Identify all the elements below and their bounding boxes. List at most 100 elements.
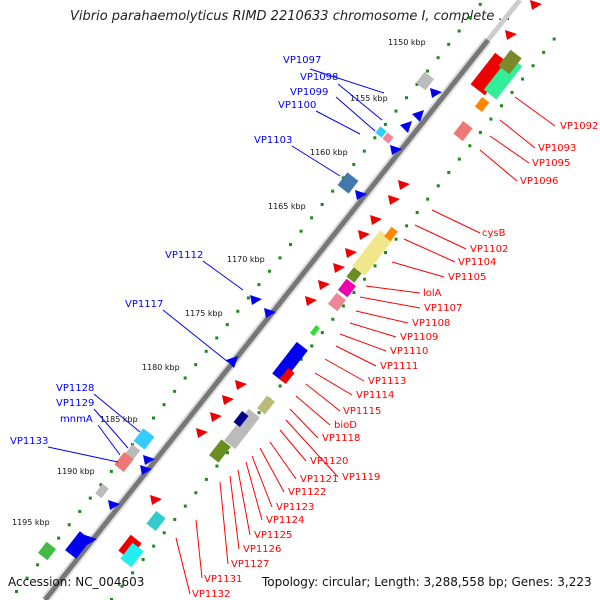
- gene-block-teal[interactable]: [146, 511, 166, 531]
- gene-block-olive[interactable]: [209, 439, 231, 463]
- tick-dot: [67, 523, 71, 527]
- gene-label[interactable]: VP1096: [520, 176, 558, 187]
- gene-block-magenta[interactable]: [337, 278, 357, 298]
- gene-label[interactable]: lolA: [423, 288, 442, 299]
- gene-arrow-red[interactable]: [398, 180, 410, 190]
- gene-label[interactable]: VP1122: [288, 487, 326, 498]
- gene-block-olive[interactable]: [346, 267, 362, 283]
- gene-label[interactable]: VP1108: [412, 318, 450, 329]
- gene-label[interactable]: mnmA: [60, 414, 93, 425]
- gene-labels[interactable]: VP1097 VP1098 VP1099 VP1100 VP1103 VP1112 VP11…: [10, 55, 598, 600]
- gene-arrow-blue[interactable]: [140, 465, 152, 475]
- gene-block-red[interactable]: [279, 368, 295, 384]
- gene-block-pink[interactable]: [382, 132, 394, 144]
- gene-arrow-red[interactable]: [345, 248, 357, 258]
- gene-label[interactable]: VP1129: [56, 398, 94, 409]
- gene-arrow-blue[interactable]: [85, 535, 97, 545]
- gene-block-red[interactable]: [470, 52, 510, 96]
- gene-label[interactable]: VP1126: [243, 544, 281, 555]
- gene-label[interactable]: VP1105: [448, 272, 486, 283]
- gene-arrow-red[interactable]: [305, 296, 317, 306]
- gene-label[interactable]: VP1131: [204, 574, 242, 585]
- gene-label[interactable]: VP1125: [254, 530, 292, 541]
- gene-label[interactable]: VP1095: [532, 158, 570, 169]
- gene-block-steel[interactable]: [337, 172, 359, 194]
- gene-block-orange[interactable]: [384, 226, 398, 242]
- gene-block-pink[interactable]: [114, 452, 134, 472]
- gene-arrow-blue[interactable]: [108, 500, 120, 510]
- gene-label[interactable]: VP1099: [290, 87, 328, 98]
- gene-arrow-red[interactable]: [333, 263, 345, 273]
- gene-block-green[interactable]: [309, 325, 321, 336]
- gene-label[interactable]: VP1093: [538, 143, 576, 154]
- gene-arrow-blue[interactable]: [226, 356, 238, 368]
- gene-block-navy[interactable]: [233, 411, 249, 427]
- gene-label[interactable]: VP1115: [343, 406, 381, 417]
- gene-label[interactable]: VP1119: [342, 472, 380, 483]
- gene-label[interactable]: VP1133: [10, 436, 48, 447]
- gene-arrow-red[interactable]: [210, 412, 222, 422]
- gene-arrow-blue[interactable]: [400, 121, 412, 133]
- gene-block-khaki[interactable]: [257, 395, 275, 415]
- gene-label[interactable]: VP1098: [300, 72, 338, 83]
- gene-label[interactable]: VP1113: [368, 376, 406, 387]
- gene-arrow-blue[interactable]: [143, 455, 155, 465]
- gene-label[interactable]: VP1100: [278, 100, 316, 111]
- gene-arrow-blue[interactable]: [355, 190, 367, 200]
- gene-arrow-red[interactable]: [530, 0, 542, 10]
- gene-arrow-blue[interactable]: [412, 110, 424, 122]
- leader-line: [349, 322, 397, 338]
- gene-block-orange[interactable]: [474, 97, 490, 112]
- gene-label[interactable]: VP1114: [356, 390, 394, 401]
- gene-block-grey[interactable]: [415, 71, 435, 91]
- gene-block-blue[interactable]: [272, 341, 308, 383]
- gene-label[interactable]: VP1102: [470, 244, 508, 255]
- gene-label[interactable]: VP1110: [390, 346, 428, 357]
- gene-block-cyan[interactable]: [375, 126, 387, 138]
- gene-arrow-red[interactable]: [222, 395, 234, 405]
- gene-block-pink[interactable]: [327, 292, 347, 312]
- gene-label[interactable]: VP1124: [266, 515, 304, 526]
- gene-label[interactable]: VP1123: [276, 502, 314, 513]
- gene-block-grey[interactable]: [95, 483, 109, 499]
- gene-label[interactable]: VP1117: [125, 299, 163, 310]
- gene-label[interactable]: bioD: [334, 420, 357, 431]
- gene-arrow-red[interactable]: [370, 215, 382, 225]
- gene-arrow-red[interactable]: [505, 30, 517, 40]
- gene-block-cyan[interactable]: [133, 428, 155, 450]
- feature-tracks[interactable]: [37, 0, 542, 568]
- gene-block-cyan[interactable]: [120, 542, 144, 568]
- gene-arrow-red[interactable]: [196, 428, 208, 438]
- gene-label[interactable]: VP1127: [231, 559, 269, 570]
- gene-arrow-blue[interactable]: [250, 295, 262, 305]
- gene-label[interactable]: cysB: [482, 228, 506, 239]
- gene-arrow-red[interactable]: [388, 195, 400, 205]
- gene-block-olive[interactable]: [498, 49, 522, 75]
- gene-arrow-red[interactable]: [318, 280, 330, 290]
- gene-label[interactable]: VP1132: [192, 589, 230, 600]
- gene-arrow-red[interactable]: [150, 495, 162, 505]
- gene-label[interactable]: VP1104: [458, 257, 496, 268]
- gene-arrow-blue[interactable]: [264, 308, 276, 318]
- gene-label[interactable]: VP1111: [380, 361, 418, 372]
- gene-label[interactable]: VP1092: [560, 121, 598, 132]
- gene-block-blue[interactable]: [65, 531, 91, 559]
- gene-label[interactable]: VP1097: [283, 55, 321, 66]
- gene-label[interactable]: VP1128: [56, 383, 94, 394]
- gene-label[interactable]: VP1120: [310, 456, 348, 467]
- gene-label[interactable]: VP1118: [322, 433, 360, 444]
- gene-arrow-red[interactable]: [358, 230, 370, 240]
- gene-arrow-blue[interactable]: [390, 145, 402, 155]
- gene-label[interactable]: VP1103: [254, 135, 292, 146]
- gene-arrow-red[interactable]: [235, 380, 247, 390]
- gene-block-pink[interactable]: [453, 121, 473, 141]
- gene-block-green[interactable]: [37, 541, 57, 561]
- gene-label[interactable]: VP1112: [165, 250, 203, 261]
- gene-label[interactable]: VP1109: [400, 332, 438, 343]
- gene-block-grey[interactable]: [224, 408, 260, 450]
- gene-block-khaki[interactable]: [352, 230, 393, 276]
- gene-arrow-blue[interactable]: [430, 88, 442, 98]
- gene-label[interactable]: VP1107: [424, 303, 462, 314]
- gene-label[interactable]: VP1121: [300, 474, 338, 485]
